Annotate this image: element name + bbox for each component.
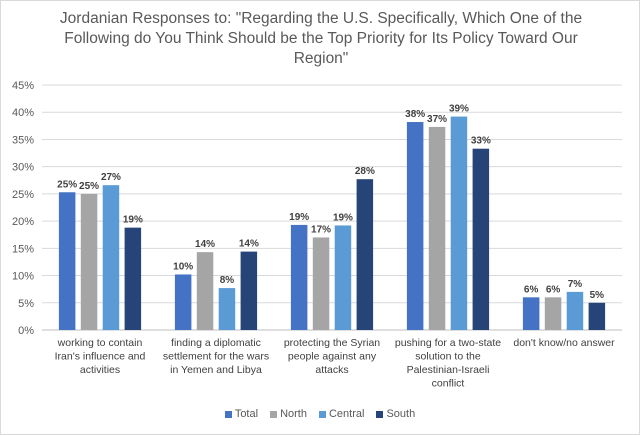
data-label: 5%	[590, 290, 605, 301]
bar	[450, 116, 468, 330]
x-category-label: working to contain Iran's influence and ac…	[55, 337, 146, 376]
y-tick-label: 10%	[12, 271, 34, 283]
x-category-label-line: people against any	[288, 351, 377, 363]
x-category-label: protecting the Syrian people against any a…	[284, 337, 380, 376]
x-category-label-line: pushing for a two-state	[395, 337, 501, 349]
bar	[80, 193, 98, 330]
data-label: 37%	[427, 114, 447, 125]
bar	[566, 291, 584, 330]
x-category-label-line: Iran's influence and	[55, 351, 146, 363]
legend-label: Central	[328, 408, 365, 420]
x-category-label-line: protecting the Syrian	[284, 337, 380, 349]
bar	[428, 126, 446, 330]
data-label: 14%	[195, 239, 215, 250]
legend-swatch	[270, 410, 278, 418]
data-label: 27%	[101, 172, 121, 183]
bar	[522, 297, 540, 330]
x-category-label-line: working to contain	[57, 337, 143, 349]
y-tick-label: 25%	[12, 189, 34, 201]
x-category-label-line: Palestinian-Israeli	[407, 364, 490, 376]
x-category-label-line: don't know/no answer	[513, 337, 615, 349]
x-category-label-line: activities	[80, 364, 120, 376]
data-label: 6%	[546, 284, 561, 295]
legend-label: South	[386, 408, 416, 420]
y-tick-label: 45%	[12, 80, 34, 92]
chart-title: Jordanian Responses to: "Regarding the U…	[59, 10, 583, 67]
y-tick-label: 40%	[12, 107, 34, 119]
y-tick-label: 15%	[12, 243, 34, 255]
data-label: 19%	[289, 212, 309, 223]
y-tick-label: 30%	[12, 162, 34, 174]
bar	[356, 179, 374, 330]
data-label: 25%	[57, 179, 77, 190]
bar	[240, 251, 258, 330]
data-label: 38%	[405, 109, 425, 120]
data-label: 10%	[173, 261, 193, 272]
data-label: 19%	[333, 212, 353, 223]
x-category-label-line: solution to the	[415, 351, 481, 363]
legend-label: North	[280, 408, 307, 420]
legend-item: Central	[318, 408, 365, 420]
x-category-label-line: in Yemen and Libya	[170, 364, 262, 376]
data-label: 14%	[239, 239, 259, 250]
legend-swatch	[376, 410, 384, 418]
bar	[196, 252, 214, 330]
x-category-label: pushing for a two-state solution to the Pa…	[395, 337, 501, 390]
bar	[588, 302, 606, 330]
x-category-label-line: attacks	[315, 364, 348, 376]
data-label: 33%	[471, 136, 491, 147]
bar	[218, 288, 236, 330]
data-label: 25%	[79, 181, 99, 192]
bar	[544, 297, 562, 330]
bar	[102, 185, 120, 330]
y-tick-label: 35%	[12, 134, 34, 146]
data-label: 6%	[524, 284, 539, 295]
x-category-label: finding a diplomatic settlement for the w…	[163, 337, 269, 376]
bar	[406, 122, 424, 331]
bar	[174, 274, 192, 330]
y-tick-label: 0%	[18, 325, 34, 337]
legend-item: South	[376, 408, 415, 420]
data-label: 7%	[568, 279, 583, 290]
x-category-label: don't know/no answer	[513, 337, 615, 349]
legend-swatch	[318, 410, 326, 418]
x-category-label-line: finding a diplomatic	[171, 337, 261, 349]
legend-item: North	[270, 408, 307, 420]
y-tick-label: 20%	[12, 216, 34, 228]
bar	[290, 224, 308, 330]
bar	[334, 225, 352, 330]
chart-legend: Total North Central South	[0, 408, 640, 420]
bar	[472, 148, 490, 330]
y-tick-label: 5%	[18, 298, 34, 310]
data-label: 19%	[123, 215, 143, 226]
data-label: 8%	[220, 275, 235, 286]
data-label: 39%	[449, 104, 469, 115]
data-label: 28%	[355, 166, 375, 177]
x-category-label-line: conflict	[432, 378, 465, 390]
data-label: 17%	[311, 224, 331, 235]
legend-swatch	[224, 410, 232, 418]
legend-label: Total	[234, 408, 259, 420]
bar	[58, 192, 76, 330]
bar	[312, 237, 330, 330]
bar	[124, 227, 142, 330]
legend-item: Total	[224, 408, 259, 420]
x-category-label-line: settlement for the wars	[163, 351, 269, 363]
